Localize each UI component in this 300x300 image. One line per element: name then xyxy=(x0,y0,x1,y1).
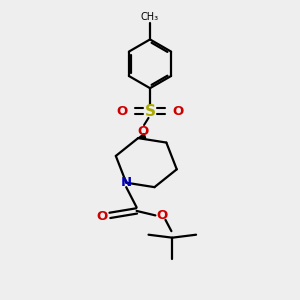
Text: O: O xyxy=(116,105,128,118)
Text: O: O xyxy=(172,105,184,118)
Text: O: O xyxy=(156,209,167,222)
Text: CH₃: CH₃ xyxy=(141,12,159,22)
Text: S: S xyxy=(145,104,155,119)
Text: O: O xyxy=(97,210,108,224)
Polygon shape xyxy=(138,134,146,139)
Text: N: N xyxy=(121,176,132,189)
Text: O: O xyxy=(137,125,148,138)
